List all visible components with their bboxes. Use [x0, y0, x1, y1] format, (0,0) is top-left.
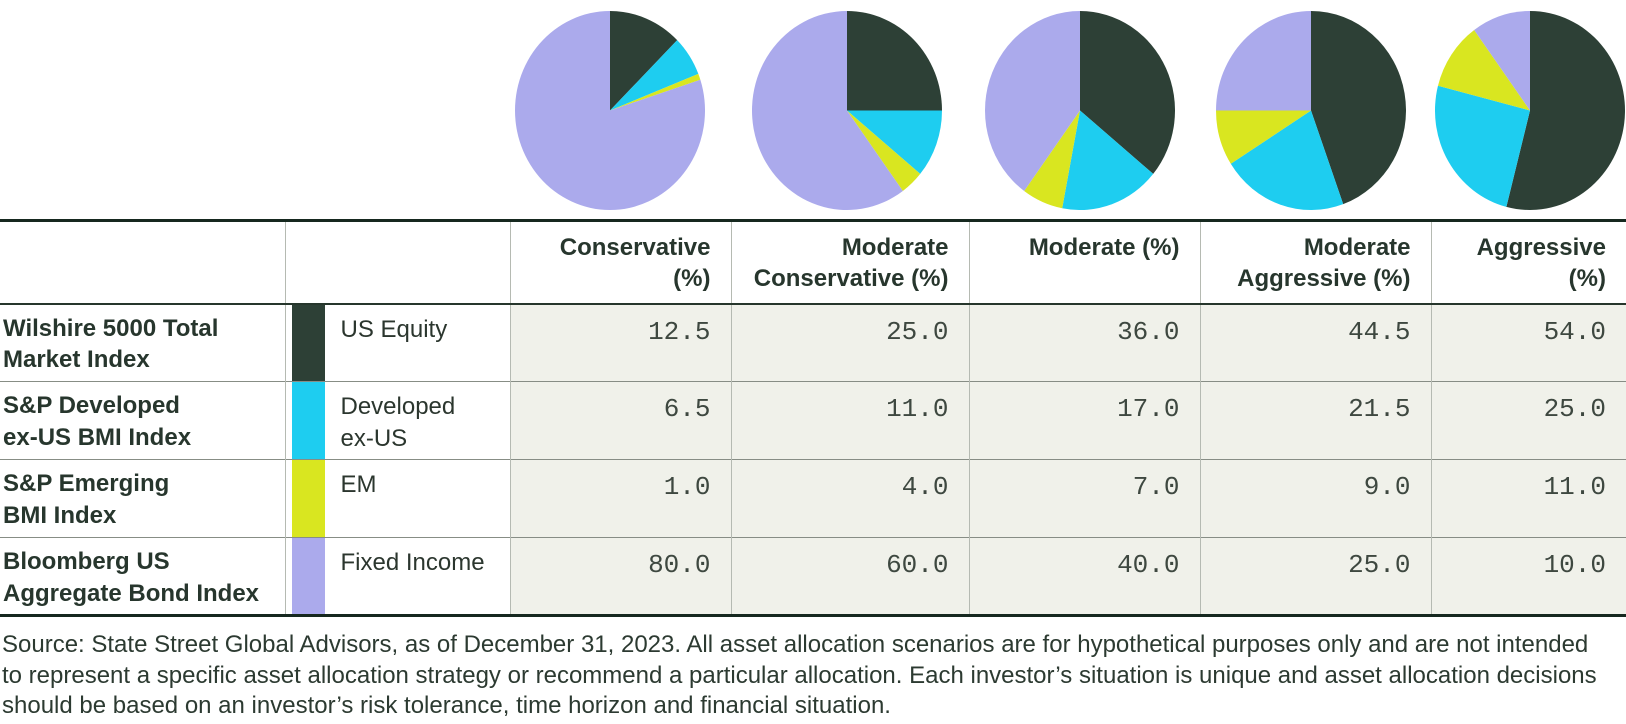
column-header-moderate: Moderate (%) [968, 220, 1200, 305]
index-name: S&P Developed ex-US BMI Index [0, 381, 285, 460]
asset-class-label: Developed ex-US [340, 393, 456, 452]
allocation-value: 25.0 [730, 303, 969, 382]
index-name: S&P Emerging BMI Index [0, 459, 285, 538]
allocation-table: Conservative (%) Moderate Conservative (… [0, 219, 1626, 617]
column-header-moderate-aggressive: Moderate Aggressive (%) [1199, 220, 1431, 305]
allocation-value: 11.0 [1430, 459, 1626, 538]
asset-class-label: US Equity [340, 315, 448, 343]
pie-chart-moderate [985, 11, 1175, 210]
allocation-value: 60.0 [730, 537, 969, 616]
table-row-fixed-income: Bloomberg US Aggregate Bond Index Fixed … [0, 537, 1626, 616]
allocation-value: 25.0 [1430, 381, 1626, 460]
header-index-blank [0, 220, 285, 305]
asset-class-cell: Fixed Income [284, 537, 510, 616]
asset-class-cell: EM [284, 459, 510, 538]
allocation-value: 6.5 [509, 381, 731, 460]
legend-swatch-developed-ex-us [291, 382, 325, 459]
index-name: Wilshire 5000 Total Market Index [0, 303, 285, 382]
allocation-value: 11.0 [730, 381, 969, 460]
allocation-value: 44.5 [1199, 303, 1431, 382]
table-row-developed-ex-us: S&P Developed ex-US BMI Index Developed … [0, 381, 1626, 460]
allocation-value: 21.5 [1199, 381, 1431, 460]
column-header-aggressive: Aggressive (%) [1430, 220, 1626, 305]
asset-class-cell: Developed ex-US [284, 381, 510, 460]
allocation-value: 9.0 [1199, 459, 1431, 538]
legend-swatch-em [291, 460, 325, 537]
legend-swatch-fixed-income [291, 538, 325, 614]
table-row-us-equity: Wilshire 5000 Total Market Index US Equi… [0, 303, 1626, 382]
source-footnote: Source: State Street Global Advisors, as… [2, 631, 1597, 719]
table-row-em: S&P Emerging BMI Index EM 1.0 4.0 7.0 9.… [0, 459, 1626, 538]
allocation-value: 1.0 [509, 459, 731, 538]
legend-swatch-us-equity [291, 304, 325, 381]
column-header-moderate-conservative: Moderate Conservative (%) [730, 220, 969, 305]
allocation-value: 40.0 [968, 537, 1200, 616]
header-asset-blank [284, 220, 510, 305]
allocation-value: 17.0 [968, 381, 1200, 460]
allocation-value: 80.0 [509, 537, 731, 616]
allocation-value: 10.0 [1430, 537, 1626, 616]
asset-class-cell: US Equity [284, 303, 510, 382]
allocation-value: 54.0 [1430, 303, 1626, 382]
pie-chart-moderate-aggressive [1216, 11, 1406, 210]
column-header-conservative: Conservative (%) [509, 220, 731, 305]
allocation-value: 25.0 [1199, 537, 1431, 616]
pie-chart-moderate-conservative [752, 11, 942, 210]
allocation-value: 36.0 [968, 303, 1200, 382]
asset-class-label: Fixed Income [340, 549, 485, 576]
allocation-value: 12.5 [509, 303, 731, 382]
index-name: Bloomberg US Aggregate Bond Index [0, 537, 285, 616]
allocation-value: 7.0 [968, 459, 1200, 538]
pie-chart-aggressive [1435, 11, 1625, 210]
allocation-value: 4.0 [730, 459, 969, 538]
header-row: Conservative (%) Moderate Conservative (… [0, 220, 1626, 305]
pie-chart-conservative [515, 11, 705, 210]
asset-class-label: EM [340, 471, 377, 498]
